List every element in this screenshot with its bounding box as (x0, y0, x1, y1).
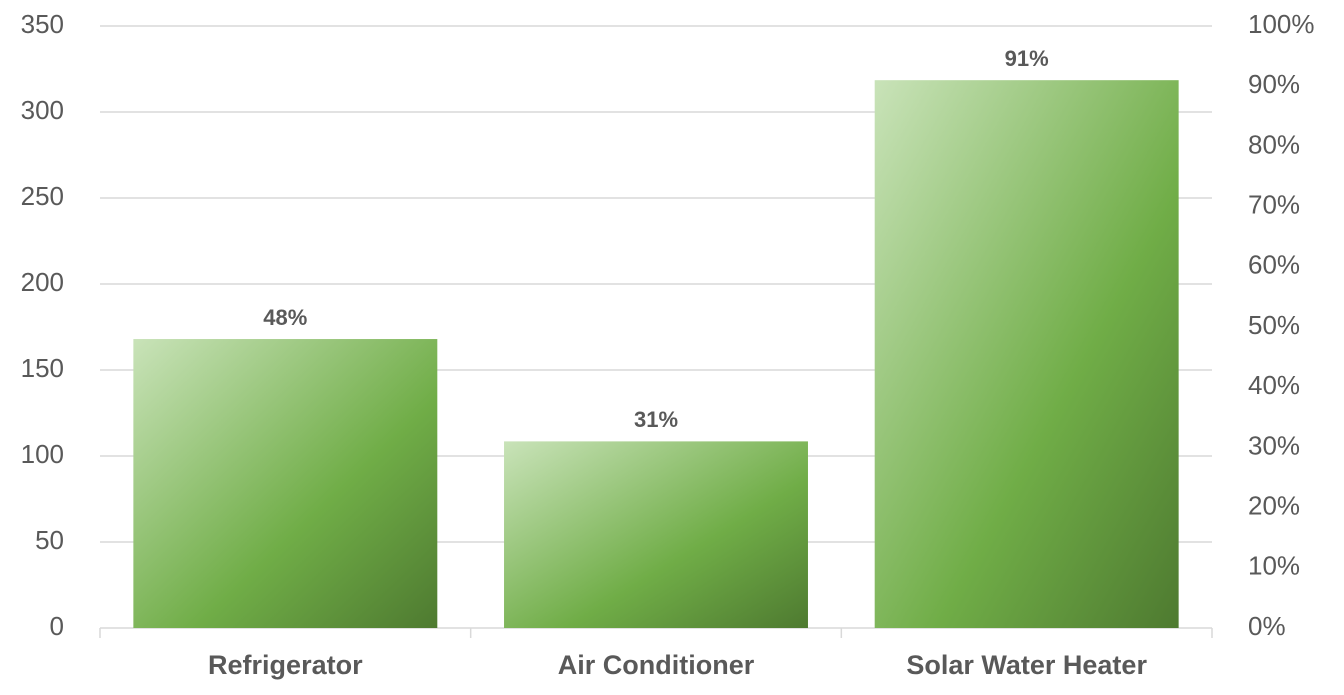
y2-tick-label: 50% (1248, 310, 1300, 340)
y2-tick-label: 70% (1248, 189, 1300, 219)
y-tick-label: 200 (21, 267, 64, 297)
y2-tick-label: 0% (1248, 611, 1286, 641)
bar (133, 339, 438, 628)
y-tick-label: 100 (21, 439, 64, 469)
bar (874, 80, 1179, 629)
y2-tick-label: 60% (1248, 250, 1300, 280)
x-tick-label: Solar Water Heater (906, 650, 1147, 680)
data-label: 31% (634, 407, 678, 432)
x-tick-label: Air Conditioner (558, 650, 755, 680)
y-tick-label: 150 (21, 353, 64, 383)
y2-tick-label: 100% (1248, 9, 1315, 39)
y-tick-label: 50 (35, 525, 64, 555)
y2-tick-label: 10% (1248, 551, 1300, 581)
y-tick-label: 300 (21, 95, 64, 125)
y-tick-label: 350 (21, 9, 64, 39)
x-tick-label: Refrigerator (208, 650, 363, 680)
y2-tick-label: 20% (1248, 490, 1300, 520)
y2-tick-label: 80% (1248, 129, 1300, 159)
y2-tick-label: 90% (1248, 69, 1300, 99)
data-label: 48% (263, 305, 307, 330)
y2-tick-label: 30% (1248, 430, 1300, 460)
y-tick-label: 250 (21, 181, 64, 211)
y2-tick-label: 40% (1248, 370, 1300, 400)
y-tick-label: 0 (50, 611, 64, 641)
data-label: 91% (1005, 46, 1049, 71)
bar (504, 441, 808, 628)
